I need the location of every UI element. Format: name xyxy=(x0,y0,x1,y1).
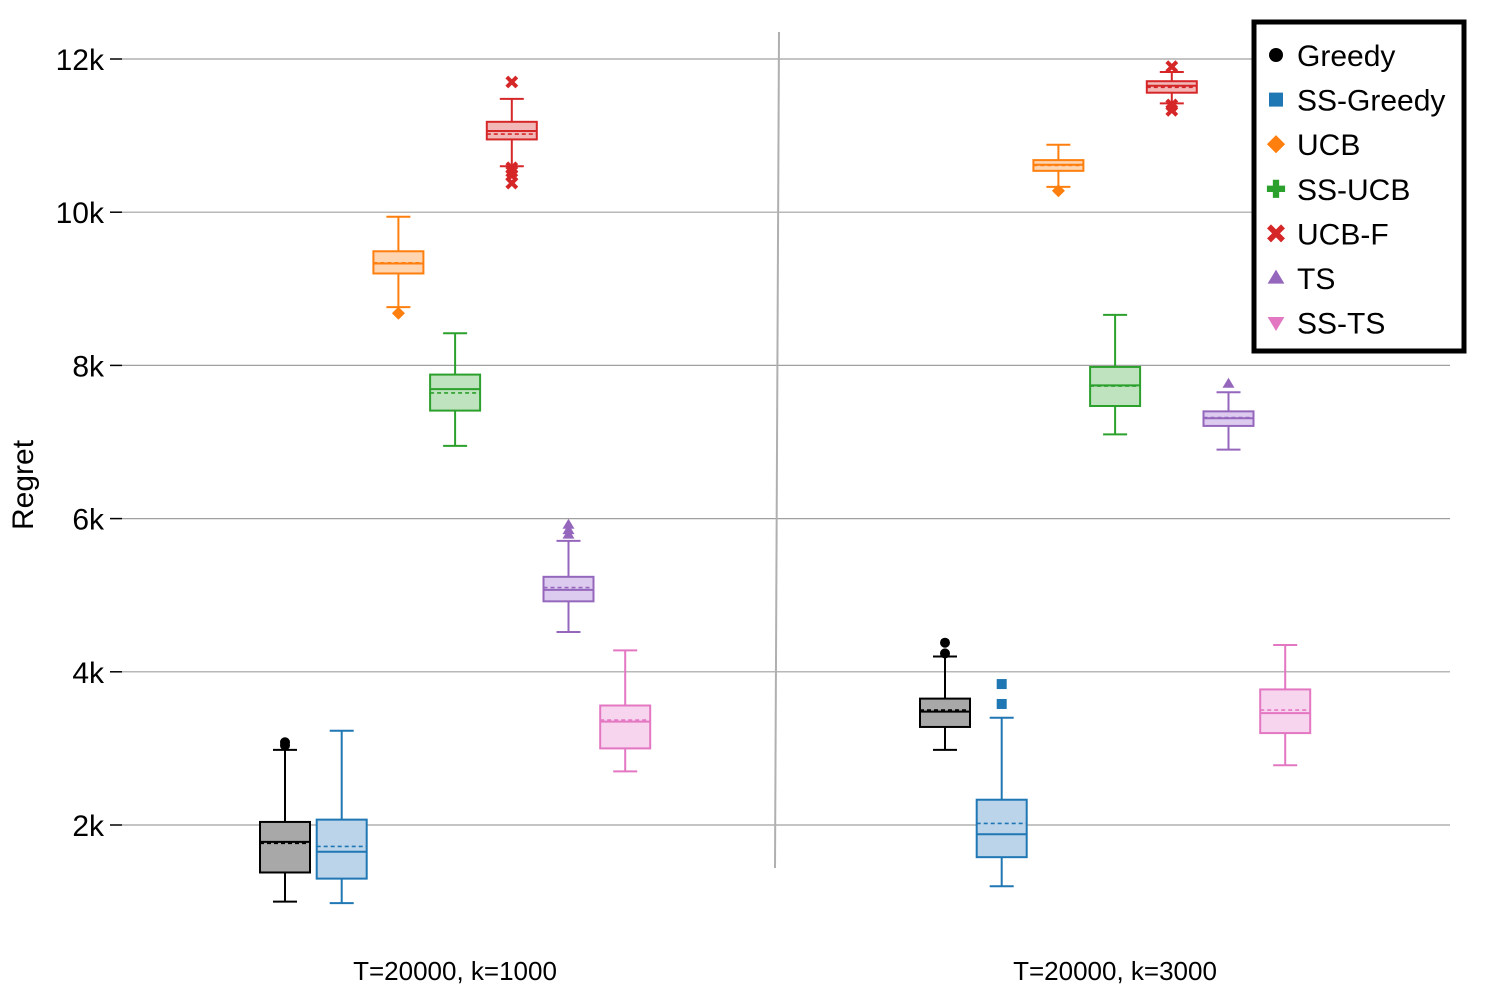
box-ucb xyxy=(1032,143,1085,198)
legend-label: TS xyxy=(1297,263,1335,296)
legend-marker xyxy=(1269,48,1283,62)
box-ss-ts xyxy=(599,649,652,773)
legend-item-ss-ucb: SS-UCB xyxy=(1266,174,1410,207)
legend-marker xyxy=(1267,224,1285,243)
box-ucb-f xyxy=(1145,60,1198,117)
box-ss-greedy xyxy=(975,679,1028,888)
legend-label: Greedy xyxy=(1297,40,1395,73)
y-tick-label: 12k xyxy=(56,44,105,77)
y-axis-label: Regret xyxy=(7,439,40,530)
y-tick-label: 8k xyxy=(72,350,105,383)
box-ts xyxy=(542,518,595,633)
outlier-marker xyxy=(562,518,575,529)
iqr-box xyxy=(599,704,652,750)
legend-marker xyxy=(1267,317,1285,331)
box-ss-ucb xyxy=(429,332,482,447)
legend-marker xyxy=(1269,92,1283,107)
legend-item-ucb: UCB xyxy=(1266,129,1360,162)
box-greedy xyxy=(919,637,971,751)
outlier-marker xyxy=(1051,184,1065,198)
legend-marker xyxy=(1266,135,1286,154)
y-tick-label: 2k xyxy=(72,810,105,843)
outlier-marker xyxy=(391,306,405,320)
y-axis-ticks: 2k 4k 6k 8k 10k 12k xyxy=(56,44,122,843)
legend-marker xyxy=(1267,269,1285,284)
group-labels: T=20000, k=1000 T=20000, k=3000 xyxy=(353,956,1217,986)
legend-item-ucb-f: UCB-F xyxy=(1267,218,1389,251)
legend-label: UCB xyxy=(1297,129,1360,162)
legend-item-ss-ts: SS-TS xyxy=(1267,308,1385,341)
outlier-marker xyxy=(1165,60,1179,74)
box-ss-ts xyxy=(1259,643,1312,767)
legend-label: SS-UCB xyxy=(1297,174,1410,207)
outlier-marker xyxy=(505,176,519,190)
group-label: T=20000, k=1000 xyxy=(353,956,557,986)
box-ss-ucb xyxy=(1089,313,1142,436)
outlier-marker xyxy=(1222,377,1235,388)
group-divider xyxy=(774,31,780,869)
y-tick-label: 4k xyxy=(72,657,105,690)
iqr-box xyxy=(1259,688,1312,735)
legend-label: SS-TS xyxy=(1297,308,1385,341)
grid-lines xyxy=(122,58,1450,826)
legend-item-ts: TS xyxy=(1267,263,1335,296)
box-ucb xyxy=(372,215,425,320)
outlier-marker xyxy=(505,75,519,89)
box-ucb-f xyxy=(485,75,538,190)
boxes xyxy=(259,60,1312,905)
outlier-marker xyxy=(1165,103,1179,117)
y-tick-label: 10k xyxy=(56,197,105,230)
outlier-marker xyxy=(562,524,575,535)
legend: Greedy SS-Greedy UCB SS-UCB UCB-F TS SS-TS xyxy=(1251,19,1467,354)
iqr-box xyxy=(975,798,1028,859)
outlier-marker xyxy=(280,737,290,748)
iqr-box xyxy=(919,697,971,728)
legend-marker xyxy=(1266,179,1286,198)
iqr-box xyxy=(315,818,368,880)
outlier-marker xyxy=(996,698,1007,709)
y-tick-label: 6k xyxy=(72,504,105,537)
legend-label: SS-Greedy xyxy=(1297,85,1445,118)
outlier-marker xyxy=(940,637,950,648)
outlier-marker xyxy=(505,165,519,179)
box-greedy xyxy=(259,737,311,903)
legend-item-greedy: Greedy xyxy=(1269,40,1395,73)
legend-frame xyxy=(1251,19,1467,354)
iqr-box xyxy=(259,820,311,874)
box-ts xyxy=(1202,377,1255,451)
group-label: T=20000, k=3000 xyxy=(1013,956,1217,986)
box-ss-greedy xyxy=(315,729,368,905)
outlier-marker xyxy=(996,679,1007,690)
outlier-marker xyxy=(940,648,950,659)
legend-item-ss-greedy: SS-Greedy xyxy=(1269,85,1445,118)
legend-label: UCB-F xyxy=(1297,218,1389,251)
